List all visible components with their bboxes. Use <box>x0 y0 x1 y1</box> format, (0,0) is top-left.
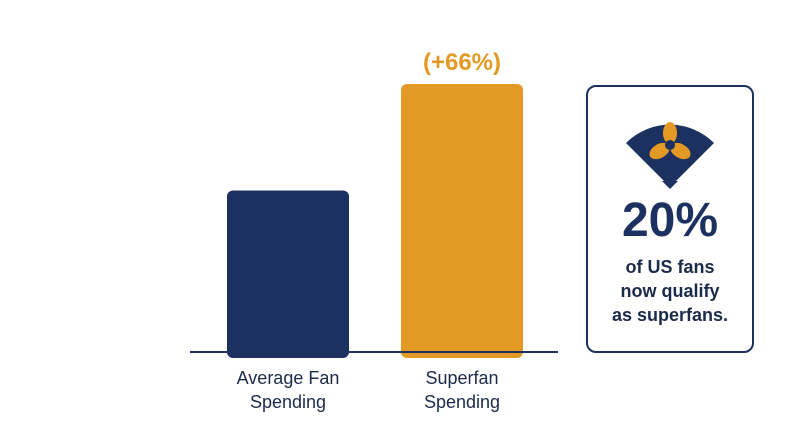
category-labels-group: Average Fan Spending Superfan Spending <box>237 368 500 412</box>
category-label-1-line-0: Superfan <box>425 368 498 388</box>
fan-handle <box>662 181 678 189</box>
stat-card: 20% of US fans now qualify as superfans. <box>586 85 754 353</box>
category-label-0-line-0: Average Fan <box>237 368 340 388</box>
category-label-1-line-1: Spending <box>424 392 500 412</box>
bars-group: (+66%) <box>227 49 523 358</box>
bar-average-fan <box>227 190 349 358</box>
data-label-superfan: (+66%) <box>423 49 501 76</box>
fan-blades <box>649 122 691 160</box>
fan-body <box>626 124 714 187</box>
stat-description: of US fans now qualify as superfans. <box>611 257 729 325</box>
hand-fan-icon <box>626 122 714 189</box>
bar-superfan <box>401 84 523 358</box>
category-label-0-line-1: Spending <box>250 392 326 412</box>
stat-value: 20% <box>621 194 719 247</box>
